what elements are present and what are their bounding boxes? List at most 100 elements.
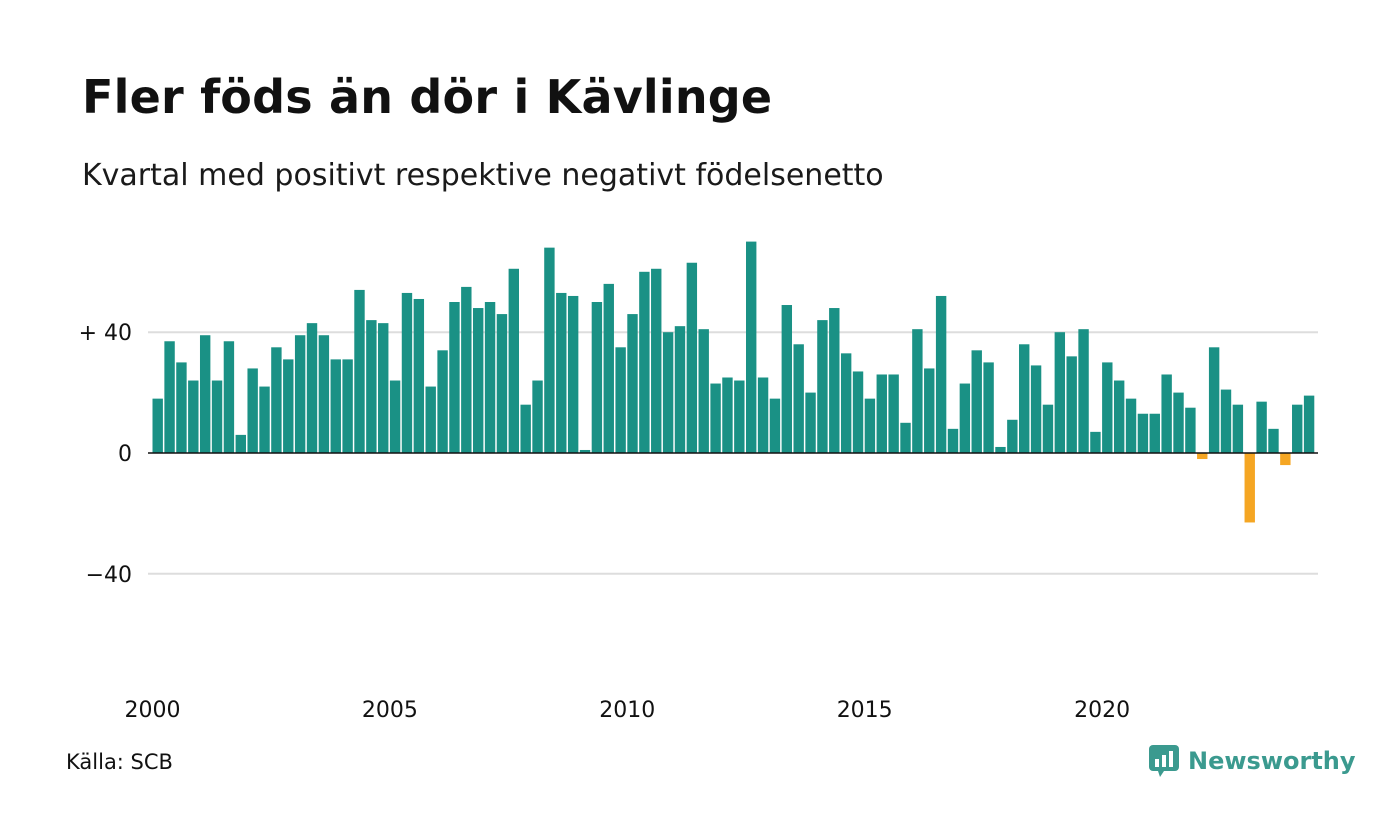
bar	[864, 398, 876, 453]
bar	[900, 422, 911, 453]
bar	[235, 434, 246, 453]
bar	[354, 289, 365, 453]
bar	[674, 326, 686, 453]
x-tick-label: 2010	[599, 698, 655, 723]
bar	[698, 329, 709, 453]
bar	[1090, 431, 1101, 453]
bar	[1030, 365, 1042, 453]
bar	[710, 383, 721, 453]
bar	[639, 271, 650, 453]
bar	[1078, 329, 1089, 453]
bar	[449, 302, 460, 453]
bar	[1137, 413, 1149, 453]
bar	[1268, 428, 1279, 453]
bar	[876, 374, 887, 453]
bar	[579, 449, 591, 453]
chart-subtitle: Kvartal med positivt respektive negativt…	[82, 158, 884, 193]
bar	[1042, 404, 1054, 453]
x-tick-labels: 2000 2005 2010 2015 2020	[125, 698, 1131, 723]
bar	[1161, 374, 1172, 453]
bar	[271, 347, 282, 453]
bar	[472, 308, 484, 453]
bar	[793, 344, 804, 453]
bar	[686, 262, 698, 453]
newsworthy-logo-icon	[1149, 745, 1179, 777]
bar	[959, 383, 971, 453]
brand-name: Newsworthy	[1188, 747, 1356, 775]
bar	[1007, 419, 1018, 453]
bar	[508, 268, 519, 453]
bar	[746, 241, 757, 453]
chart-title: Fler föds än dör i Kävlinge	[82, 70, 773, 124]
bar	[366, 320, 377, 453]
bar	[318, 335, 330, 453]
bar	[805, 392, 816, 453]
bar	[995, 446, 1006, 453]
bar	[603, 283, 614, 453]
bar	[1113, 380, 1125, 453]
bar	[1303, 395, 1315, 453]
bar	[591, 302, 603, 453]
bar	[1256, 401, 1267, 453]
bar	[164, 341, 175, 453]
bar	[223, 341, 235, 453]
bar	[983, 362, 994, 453]
bar	[1292, 404, 1303, 453]
bar	[1173, 392, 1184, 453]
bar	[342, 359, 353, 453]
bar	[389, 380, 401, 453]
bar	[425, 386, 436, 453]
source-note: Källa: SCB	[66, 750, 173, 774]
x-tick-label: 2005	[362, 698, 418, 723]
bar	[1280, 453, 1291, 466]
bar	[662, 332, 674, 453]
bar	[211, 380, 223, 453]
bar	[437, 350, 448, 453]
bar	[532, 380, 543, 453]
bar	[1102, 362, 1113, 453]
bars	[152, 241, 1315, 523]
bar	[567, 295, 579, 453]
bar	[722, 377, 733, 453]
bar	[1197, 453, 1208, 460]
bar	[840, 353, 852, 453]
x-tick-label: 2020	[1074, 698, 1130, 723]
bar	[330, 359, 341, 453]
grid-lines	[148, 331, 1318, 575]
bar	[188, 380, 199, 453]
bar	[1232, 404, 1244, 453]
bar	[152, 398, 163, 453]
y-tick-label: + 40	[79, 321, 132, 346]
bar	[247, 368, 258, 453]
bar	[1019, 344, 1030, 453]
bar	[1149, 413, 1160, 453]
bar	[852, 371, 864, 453]
bar	[1208, 347, 1220, 453]
bar	[294, 335, 306, 453]
bar	[520, 404, 531, 453]
bar	[924, 368, 935, 453]
bar	[259, 386, 270, 453]
bar	[484, 302, 496, 453]
bar	[496, 314, 508, 453]
bar	[757, 377, 769, 453]
y-tick-labels: + 40 0 −40	[79, 321, 132, 588]
bar	[461, 286, 472, 453]
y-tick-label: −40	[86, 563, 132, 588]
bar	[378, 323, 389, 453]
bar	[544, 247, 555, 453]
bar	[935, 295, 947, 453]
bar	[627, 314, 638, 453]
bar	[556, 292, 567, 453]
bar	[1066, 356, 1077, 453]
bar	[734, 380, 745, 453]
bar	[413, 298, 425, 453]
bar	[401, 292, 413, 453]
bar	[1054, 332, 1066, 453]
bar	[651, 268, 662, 453]
bar	[615, 347, 626, 453]
x-tick-label: 2000	[125, 698, 181, 723]
bar	[769, 398, 781, 453]
bar	[817, 320, 828, 453]
